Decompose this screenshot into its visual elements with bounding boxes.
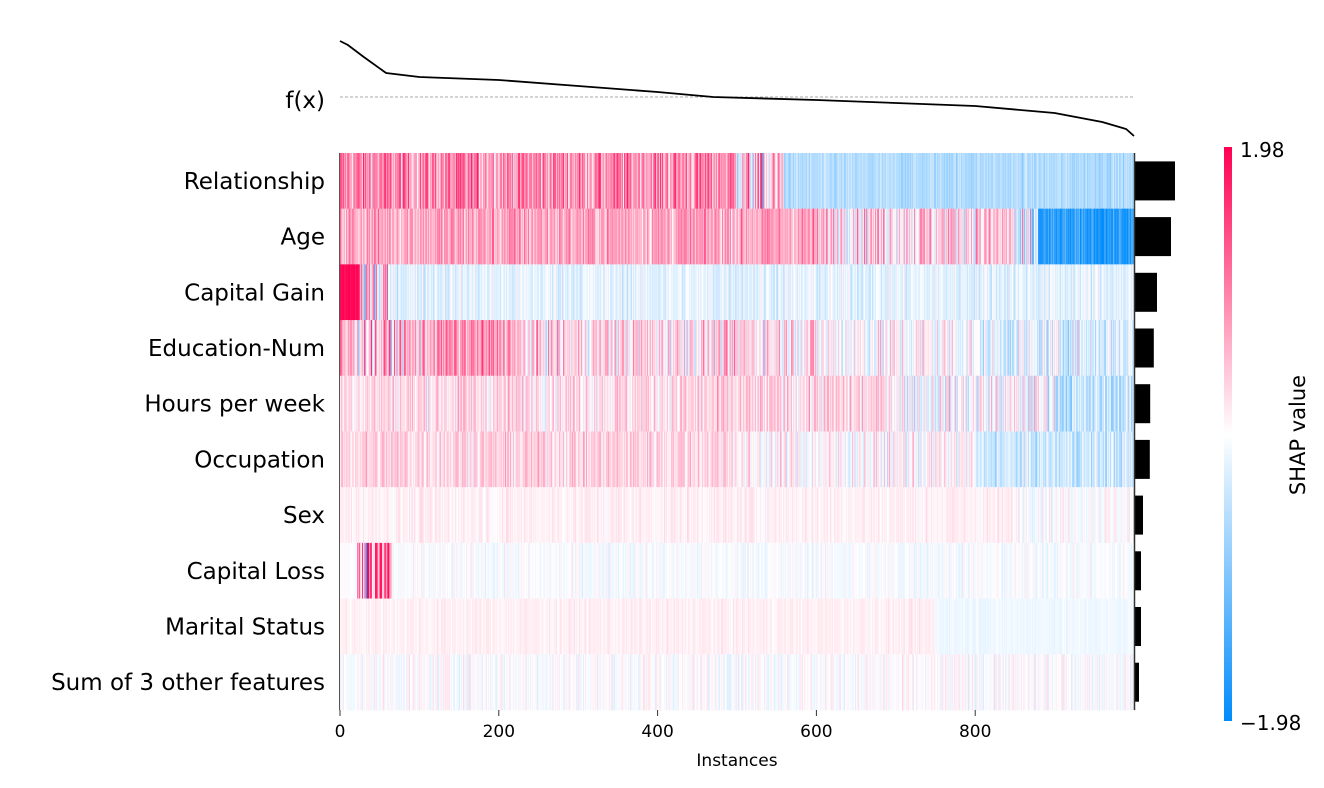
fx-label: f(x) xyxy=(285,88,325,114)
heatmap-row xyxy=(340,376,1134,432)
heatmap-row xyxy=(340,264,1134,320)
heatmap-cells xyxy=(340,153,1134,710)
heatmap-row xyxy=(340,209,1134,265)
fx-line xyxy=(340,41,1134,136)
heatmap-row xyxy=(340,153,1134,209)
heatmap-row xyxy=(340,320,1134,376)
fx-panel: f(x) xyxy=(285,41,1134,136)
